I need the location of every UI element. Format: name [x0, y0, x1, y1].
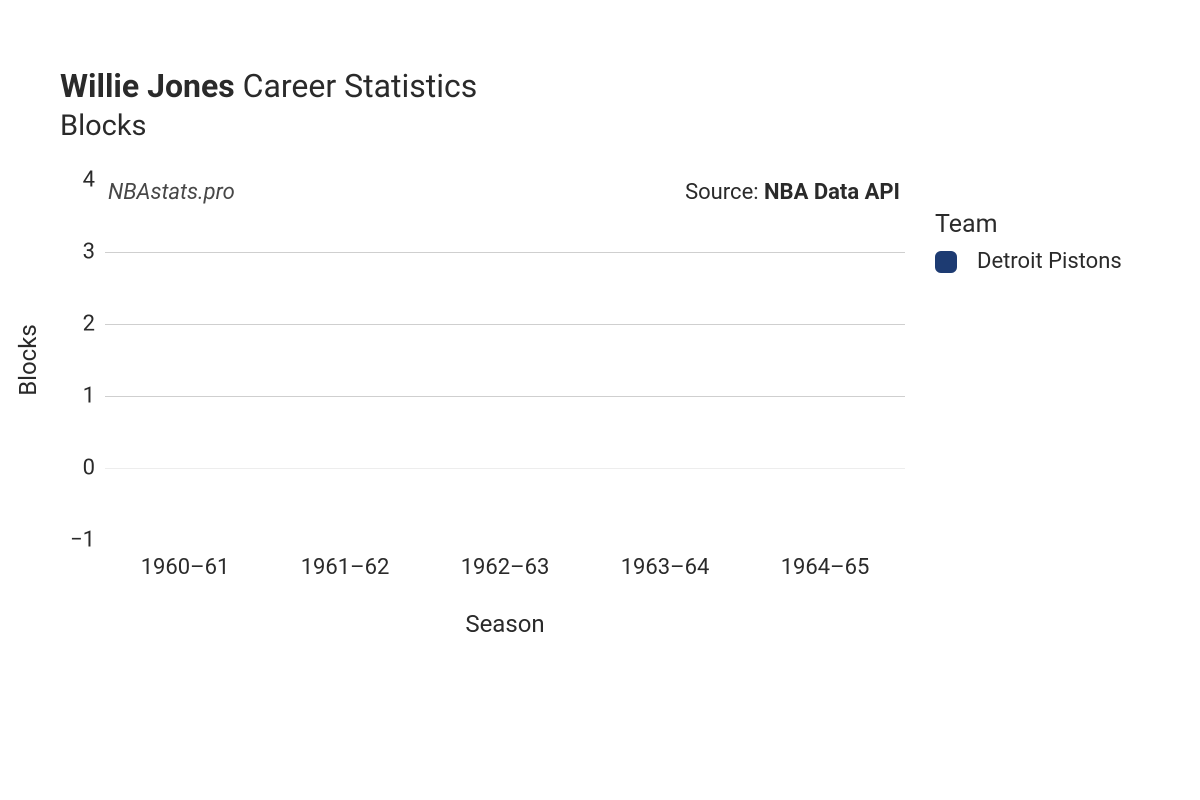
legend-item-label: Detroit Pistons — [977, 249, 1122, 274]
title-player-name: Willie Jones — [60, 67, 235, 105]
chart-subtitle: Blocks — [60, 109, 477, 143]
y-tick-label: 0 — [45, 456, 95, 481]
y-axis-label: Blocks — [14, 324, 42, 396]
plot-area: 1960–611961–621962–631963–641964–65 — [105, 180, 905, 540]
legend: Team Detroit Pistons — [935, 210, 1122, 274]
y-tick-label: 2 — [45, 312, 95, 337]
legend-item: Detroit Pistons — [935, 249, 1122, 274]
y-tick-label: 1 — [45, 384, 95, 409]
y-tick-label: 4 — [45, 168, 95, 193]
gridline — [105, 468, 905, 469]
y-tick-label: −1 — [45, 528, 95, 553]
gridline — [105, 324, 905, 325]
y-tick-label: 3 — [45, 240, 95, 265]
x-tick-label: 1963–64 — [621, 555, 710, 580]
x-axis-label: Season — [465, 610, 544, 638]
gridline — [105, 396, 905, 397]
title-block: Willie Jones Career Statistics Blocks — [60, 68, 477, 143]
x-tick-label: 1961–62 — [301, 555, 390, 580]
chart-container: Willie Jones Career Statistics Blocks NB… — [0, 0, 1200, 800]
title-suffix: Career Statistics — [243, 67, 478, 105]
gridline — [105, 252, 905, 253]
x-tick-label: 1960–61 — [141, 555, 230, 580]
legend-swatch — [935, 251, 957, 273]
x-tick-label: 1962–63 — [461, 555, 550, 580]
legend-title: Team — [935, 210, 1122, 239]
x-tick-label: 1964–65 — [781, 555, 870, 580]
chart-title: Willie Jones Career Statistics — [60, 68, 477, 105]
